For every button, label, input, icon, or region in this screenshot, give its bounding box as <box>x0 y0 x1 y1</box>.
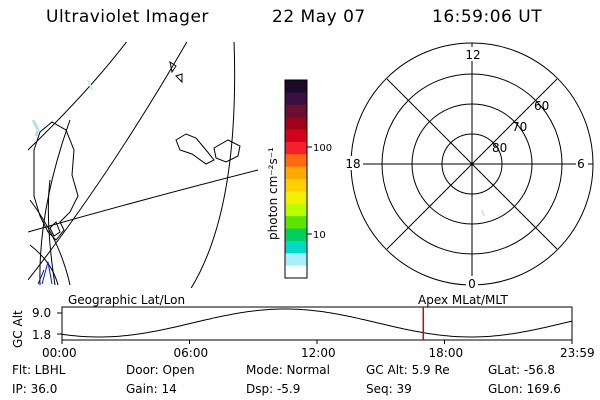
timeline-tick-label: 06:00 <box>174 346 209 360</box>
polar-lat-label-80: 80 <box>492 141 507 155</box>
info-mode: Mode: Normal <box>246 363 330 377</box>
map-grid-arc <box>28 42 128 151</box>
info-gc-alt: GC Alt: 5.9 Re <box>366 363 450 377</box>
aurora-trace <box>31 119 40 137</box>
polar-diagonal <box>386 78 558 250</box>
map-grid-arc <box>28 42 188 281</box>
timeline-ymax: 9.0 <box>32 306 51 320</box>
coastline <box>49 221 61 237</box>
colorbar-band <box>285 203 307 217</box>
coastline <box>33 121 79 241</box>
info-dsp: Dsp: -5.9 <box>246 382 301 396</box>
timeline-ylabel: GC Alt <box>11 310 25 348</box>
aurora-trace <box>87 79 93 91</box>
polar-label-left: 18 <box>345 157 360 171</box>
colorbar-band <box>285 141 307 155</box>
coastline <box>175 133 215 165</box>
coastline <box>169 60 177 74</box>
colorbar-band <box>285 117 307 131</box>
orbit-track <box>41 261 53 285</box>
colorbar-band <box>285 216 307 230</box>
colorbar-band <box>285 104 307 118</box>
info-ip: IP: 36.0 <box>12 382 58 396</box>
colorbar-band <box>285 80 307 93</box>
coastline <box>213 139 241 163</box>
colorbar-band <box>285 92 307 106</box>
info-door: Door: Open <box>126 363 195 377</box>
instrument-title: Ultraviolet Imager <box>46 7 209 27</box>
orbit-track <box>37 269 45 285</box>
colorbar-tick-100: 100 <box>313 143 332 154</box>
date-label: 22 May 07 <box>272 7 366 27</box>
colorbar-band <box>285 240 307 254</box>
timeline-frame <box>61 306 573 341</box>
map-grid-line <box>39 119 71 286</box>
map-grid-line <box>28 169 259 233</box>
coastline <box>175 73 183 84</box>
polar-label-bottom: 0 <box>468 277 476 291</box>
timeline-tick-label: 12:00 <box>301 346 336 360</box>
timeline-tick-label: 18:00 <box>429 346 464 360</box>
timeline-tick-label: 00:00 <box>42 346 77 360</box>
polar-lat-label-70: 70 <box>512 120 527 134</box>
colorbar-gradient <box>285 80 307 279</box>
aurora-trace <box>481 209 485 217</box>
colorbar-band <box>285 154 307 168</box>
polar-label-top: 12 <box>465 48 480 62</box>
colorbar-band <box>285 179 307 192</box>
polar-label-right: 6 <box>577 157 585 171</box>
altitude-curve <box>61 308 573 338</box>
time-label: 16:59:06 UT <box>432 7 543 27</box>
colorbar-tick-10: 10 <box>313 230 326 241</box>
info-seq: Seq: 39 <box>366 382 412 396</box>
colorbar-band <box>285 253 307 267</box>
polar-lat-label-60: 60 <box>534 99 549 113</box>
map-grid-arc <box>190 42 236 288</box>
map-grid-line <box>29 199 71 286</box>
info-gain: Gain: 14 <box>126 382 177 396</box>
colorbar-band <box>285 191 307 205</box>
timeline-tick-label: 23:59 <box>560 346 595 360</box>
colorbar-band <box>285 228 307 242</box>
colorbar-unit-label: photon cm⁻²s⁻¹ <box>266 147 280 240</box>
colorbar-band <box>285 265 307 279</box>
timeline-right-title: Apex MLat/MLT <box>418 293 508 307</box>
timeline-ymin: 1.8 <box>32 328 51 342</box>
colorbar-frame <box>284 79 308 279</box>
colorbar-band <box>285 129 307 143</box>
info-glon: GLon: 169.6 <box>488 382 561 396</box>
timeline-left-title: Geographic Lat/Lon <box>68 293 185 307</box>
info-filter: Flt: LBHL <box>12 363 66 377</box>
info-glat: GLat: -56.8 <box>488 363 555 377</box>
colorbar-band <box>285 166 307 180</box>
